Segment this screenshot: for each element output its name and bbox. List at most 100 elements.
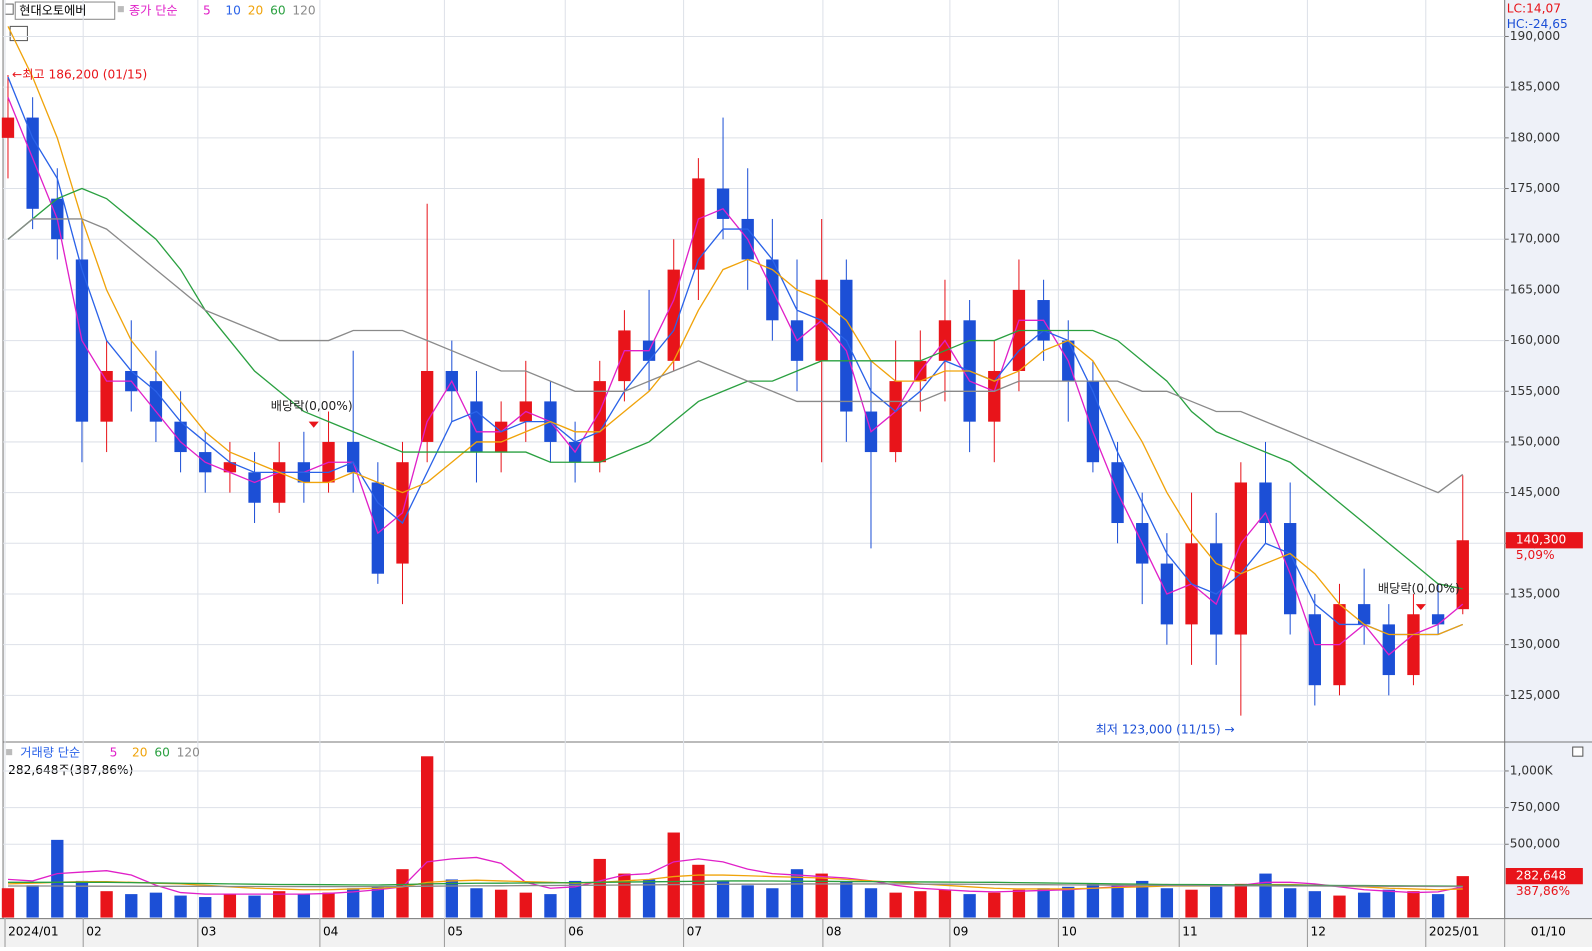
x-tick-label: 02 (86, 924, 102, 938)
legend-item: 60 (270, 4, 286, 18)
stock-title: 현대오토에버 (19, 4, 86, 18)
stat-hc: HC:-24,65 (1507, 17, 1568, 31)
y-tick-label: 1,000K (1510, 763, 1554, 777)
stat-lc: LC:14,07 (1507, 2, 1561, 16)
volume-bar (568, 880, 582, 918)
annotation: 배당락(0,00%) (1378, 581, 1460, 595)
volume-bar (1, 888, 15, 918)
legend-icon (6, 749, 13, 756)
candle-body (1234, 482, 1248, 635)
volume-bar (1283, 888, 1297, 918)
volume-bar (420, 756, 434, 918)
candle-body (223, 462, 237, 473)
candle-body (593, 381, 606, 463)
y-tick-label: 130,000 (1510, 637, 1560, 651)
volume-bar (470, 888, 483, 918)
annotation: 배당락(0,00%) (271, 399, 353, 413)
ma-line (7, 76, 1464, 636)
volume-bar (1111, 885, 1124, 918)
volume-bar (519, 892, 532, 918)
legend-label: 종가 단순 (129, 4, 178, 18)
y-tick-label: 150,000 (1510, 434, 1560, 448)
volume-bar (864, 888, 878, 918)
volume-bar (297, 894, 311, 918)
candle-body (1382, 624, 1395, 676)
volume-bar (988, 892, 1001, 918)
candle-body (667, 269, 680, 361)
volume-bar (1333, 895, 1346, 918)
volume-bar (938, 889, 952, 918)
right-axis-area (1504, 0, 1592, 919)
volume-bar (1160, 888, 1174, 918)
candle-body (1210, 543, 1223, 635)
volume-bar (125, 894, 138, 918)
candle-body (149, 381, 163, 422)
volume-bar (1012, 889, 1026, 918)
candle-body (1086, 381, 1100, 463)
volume-bar (1086, 883, 1100, 918)
candle-body (1, 117, 15, 138)
volume-bar (642, 879, 656, 918)
candle-body (889, 381, 902, 453)
last-volume-ratio: 387,86% (1516, 884, 1570, 898)
volume-bar (667, 832, 680, 918)
legend-item: 20 (132, 746, 148, 760)
volume-bar (1259, 873, 1272, 918)
y-tick-label: 165,000 (1510, 282, 1560, 296)
candle-body (1283, 523, 1297, 615)
volume-bar (889, 892, 902, 918)
grid-toggle[interactable] (9, 25, 28, 42)
x-tick-label: 05 (447, 924, 463, 938)
y-tick-label: 125,000 (1510, 688, 1560, 702)
x-tick-label: 2025/01 (1429, 924, 1480, 938)
candle-body (1431, 614, 1445, 625)
volume-bar (26, 885, 39, 918)
last-price: 140,300 (1516, 533, 1566, 547)
title-box[interactable] (14, 1, 116, 20)
volume-bar (741, 885, 754, 918)
y-tick-label: 190,000 (1510, 29, 1560, 43)
volume-bar (223, 894, 237, 918)
volume-bar (199, 897, 212, 918)
volume-bar (1382, 889, 1395, 918)
x-tick-label: 06 (568, 924, 584, 938)
y-tick-label: 180,000 (1510, 130, 1560, 144)
dividend-marker (1415, 604, 1426, 611)
candle-body (494, 421, 508, 453)
x-tick-label: 11 (1182, 924, 1198, 938)
legend-icon (117, 6, 124, 13)
pane-icon[interactable] (4, 3, 14, 15)
x-tick-label: 10 (1061, 924, 1077, 938)
volume-bar (322, 892, 335, 918)
x-axis-area (0, 918, 1592, 947)
candle-body (716, 188, 730, 219)
close-pane[interactable] (1572, 746, 1584, 757)
candle-body (692, 178, 705, 270)
candle-body (347, 441, 360, 473)
y-tick-label: 145,000 (1510, 485, 1560, 499)
volume-bar (766, 888, 779, 918)
dividend-marker (308, 421, 319, 428)
volume-bar (494, 889, 508, 918)
volume-bar (273, 891, 286, 918)
last-price-box (1505, 532, 1583, 549)
y-tick-label: 135,000 (1510, 586, 1560, 600)
candle-body (1357, 604, 1371, 625)
candle-body (273, 462, 286, 503)
volume-bar (174, 895, 187, 918)
volume-bar (593, 858, 606, 918)
y-tick-label: 175,000 (1510, 181, 1560, 195)
volume-bar (815, 873, 828, 918)
candle-body (26, 117, 39, 209)
candle-body (1456, 540, 1469, 610)
candle-body (248, 472, 261, 503)
x-tick-label: 09 (953, 924, 969, 938)
volume-bar (1136, 880, 1149, 918)
candle-body (840, 279, 853, 412)
volume-bar (396, 869, 409, 918)
y-tick-label: 155,000 (1510, 384, 1560, 398)
volume-bar (692, 864, 705, 918)
volume-bar (914, 891, 927, 918)
candle-body (1407, 614, 1420, 676)
volume-bar (1357, 892, 1371, 918)
